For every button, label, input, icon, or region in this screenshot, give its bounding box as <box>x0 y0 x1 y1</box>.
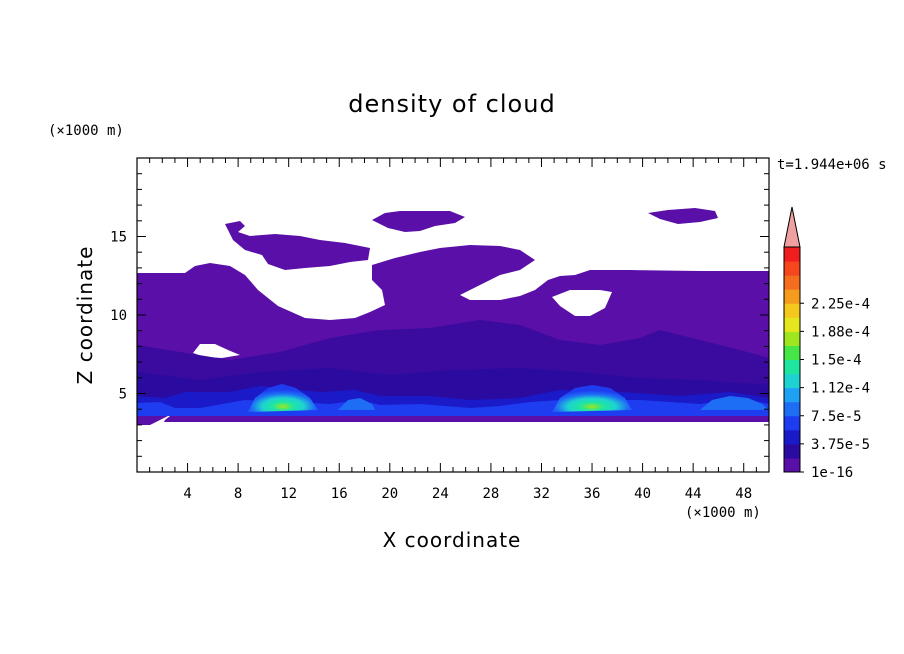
x-axis-title: X coordinate <box>383 528 522 552</box>
y-tick-label: 10 <box>110 308 127 324</box>
x-unit-label: (×1000 m) <box>685 505 761 521</box>
colorbar-swatch <box>784 261 800 276</box>
y-axis: 5 10 15 <box>110 173 769 457</box>
dense-core-1 <box>248 384 318 412</box>
y-unit-label: (×1000 m) <box>48 123 124 139</box>
x-tick-label: 28 <box>482 486 499 502</box>
colorbar-label: 1.5e-4 <box>811 353 862 369</box>
y-tick-label: 15 <box>110 230 127 246</box>
x-tick-label: 12 <box>280 486 297 502</box>
upper-cloud-patch-1 <box>225 221 370 270</box>
x-tick-label: 24 <box>432 486 449 502</box>
colorbar-swatch <box>784 247 800 262</box>
x-tick-label: 40 <box>634 486 651 502</box>
colorbar-label: 7.5e-5 <box>811 409 862 425</box>
colorbar-label: 1.88e-4 <box>811 324 870 340</box>
dense-core-3 <box>700 396 769 410</box>
dense-core-4 <box>338 398 375 410</box>
x-axis: 4 8 12 16 20 24 28 32 36 40 44 48 <box>149 158 757 502</box>
dense-core-2 <box>552 385 632 412</box>
colorbar-label: 2.25e-4 <box>811 296 870 312</box>
x-tick-label: 44 <box>685 486 702 502</box>
plot-area <box>137 208 769 430</box>
colorbar-swatch <box>784 289 800 304</box>
x-tick-label: 16 <box>331 486 348 502</box>
upper-cloud-patch-2 <box>372 211 465 232</box>
x-tick-label: 32 <box>533 486 550 502</box>
x-tick-label: 8 <box>234 486 242 502</box>
colorbar-swatch <box>784 373 800 389</box>
colorbar-swatch <box>784 303 800 318</box>
x-tick-label: 36 <box>584 486 601 502</box>
colorbar: 1e-16 3.75e-5 7.5e-5 1.12e-4 1.5e-4 1.88e-4 2.… <box>783 206 870 481</box>
colorbar-label: 3.75e-5 <box>811 437 870 453</box>
colorbar-label: 1e-16 <box>811 465 853 481</box>
colorbar-swatch <box>784 415 800 431</box>
colorbar-swatch <box>784 401 800 417</box>
y-axis-title: Z coordinate <box>73 246 97 385</box>
colorbar-swatch <box>784 429 800 445</box>
upper-cloud-patch-3 <box>648 208 718 224</box>
colorbar-swatch <box>784 345 800 360</box>
x-tick-label: 4 <box>183 486 191 502</box>
cloud-gap-2 <box>193 344 240 358</box>
colorbar-over-triangle <box>783 206 801 248</box>
colorbar-swatch <box>784 457 800 473</box>
chart-title: density of cloud <box>348 90 555 118</box>
time-label: t=1.944e+06 s <box>777 157 887 173</box>
colorbar-swatch <box>784 331 800 346</box>
colorbar-swatch <box>784 317 800 332</box>
colorbar-swatch <box>784 443 800 459</box>
colorbar-label: 1.12e-4 <box>811 381 870 397</box>
x-tick-label: 48 <box>735 486 752 502</box>
colorbar-swatch <box>784 275 800 290</box>
x-tick-label: 20 <box>381 486 398 502</box>
y-tick-label: 5 <box>119 387 127 403</box>
cloud-gap-1 <box>552 290 612 316</box>
colorbar-swatch <box>784 359 800 375</box>
colorbar-swatch <box>784 387 800 403</box>
